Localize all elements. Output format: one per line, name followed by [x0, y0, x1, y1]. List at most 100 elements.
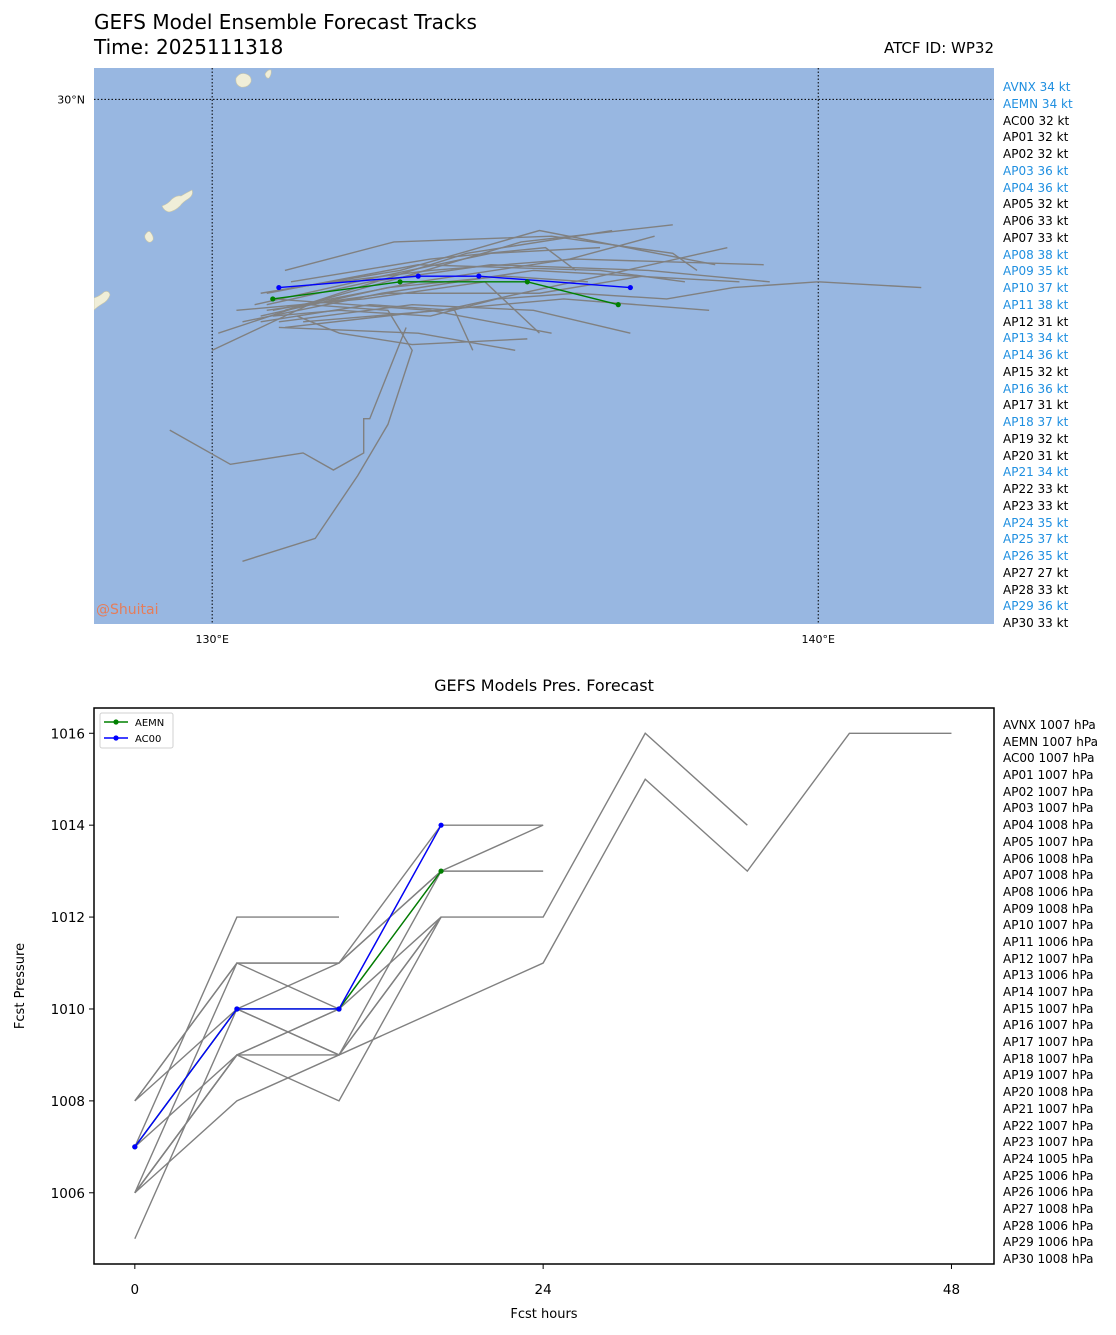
ensemble-track-line [290, 258, 764, 289]
pressure-legend-item: AP06 1008 hPa [1003, 851, 1094, 866]
land-layer [94, 69, 272, 311]
y-tick-label: 1010 [51, 1002, 85, 1018]
series-legend: AEMN AC00 [99, 712, 174, 749]
x-tick-label: 0 [131, 1282, 140, 1298]
map-title: GEFS Model Ensemble Forecast Tracks [94, 10, 477, 34]
pressure-legend-item: AP19 1007 hPa [1003, 1068, 1094, 1083]
intensity-legend-item: AP21 34 kt [1003, 465, 1069, 480]
intensity-legend-item: AP05 32 kt [1003, 197, 1069, 212]
y-tick-label: 1008 [51, 1094, 85, 1110]
pressure-series [132, 732, 952, 1240]
pressure-legend-item: AP09 1008 hPa [1003, 901, 1094, 916]
pressure-legend-item: AP17 1007 hPa [1003, 1035, 1094, 1050]
pressure-legend-item: AP11 1006 hPa [1003, 934, 1094, 949]
island-shape [94, 291, 111, 311]
y-tick-label: 1016 [51, 726, 85, 742]
intensity-legend-item: AP30 33 kt [1003, 616, 1069, 630]
pressure-legend-item: AP02 1007 hPa [1003, 784, 1094, 799]
intensity-legend-item: AP23 33 kt [1003, 498, 1069, 513]
pressure-legend-item: AP21 1007 hPa [1003, 1101, 1094, 1116]
intensity-legend-item: AP26 35 kt [1003, 549, 1069, 563]
pressure-legend-item: AP27 1008 hPa [1003, 1201, 1094, 1216]
intensity-legend-item: AP28 33 kt [1003, 582, 1069, 597]
intensity-legend-item: AVNX 34 kt [1003, 80, 1071, 94]
ensemble-track-line [278, 303, 631, 334]
ac00-pressure-point [132, 1144, 138, 1150]
ensemble-track-line [260, 303, 474, 351]
ensemble-tracks [169, 224, 922, 562]
ac00-track-point [415, 273, 421, 279]
pressure-legend-item: AP24 1005 hPa [1003, 1151, 1094, 1166]
time-label: Time: 2025111318 [94, 35, 284, 59]
legend-label: AEMN [135, 718, 164, 729]
pressure-legend-item: AP10 1007 hPa [1003, 918, 1094, 933]
intensity-legend-item: AP14 36 kt [1003, 348, 1069, 362]
intensity-legend-item: AP02 32 kt [1003, 147, 1069, 161]
ensemble-pressure-line [134, 870, 544, 1194]
aemn-track-point [397, 279, 403, 285]
ac00-pressure-point [336, 1006, 342, 1012]
pressure-legend-item: AP14 1007 hPa [1003, 985, 1094, 999]
track-map: 30°N 130°E 140°E [57, 68, 994, 646]
intensity-legend-item: AP24 35 kt [1003, 515, 1069, 530]
atcf-id-label: ATCF ID: WP32 [883, 39, 994, 57]
ac00-pressure-line [134, 824, 442, 1148]
x-tick-label: 24 [535, 1282, 552, 1298]
pressure-legend-item: AC00 1007 hPa [1003, 751, 1095, 766]
pressure-legend-item: AP05 1007 hPa [1003, 834, 1094, 849]
intensity-legend-item: AEMN 34 kt [1003, 96, 1073, 111]
legend-marker [113, 719, 119, 725]
pressure-legend-item: AP18 1007 hPa [1003, 1051, 1094, 1066]
intensity-legend: AVNX 34 kt AEMN 34 kt AC00 32 kt AP01 32 kt… [1003, 79, 1113, 632]
intensity-legend-item: AP04 36 kt [1003, 180, 1069, 195]
longitude-label: 140°E [802, 633, 835, 646]
pressure-legend-item: AP15 1007 hPa [1003, 1001, 1094, 1016]
intensity-legend-item: AP08 38 kt [1003, 247, 1069, 262]
intensity-legend-item: AP15 32 kt [1003, 364, 1069, 379]
map-gridlines [94, 68, 994, 624]
pressure-legend-item: AVNX 1007 hPa [1003, 718, 1096, 732]
y-axis-label: Fcst Pressure [13, 943, 28, 1029]
aemn-track-point [615, 302, 621, 308]
intensity-legend-item: AP07 33 kt [1003, 230, 1069, 245]
intensity-legend-item: AP16 36 kt [1003, 381, 1069, 396]
pressure-legend-item: AP23 1007 hPa [1003, 1135, 1094, 1150]
pressure-legend-item: AP22 1007 hPa [1003, 1118, 1094, 1133]
island-shape [235, 73, 252, 88]
ensemble-track-line [272, 235, 655, 312]
pressure-legend-item: AP20 1008 hPa [1003, 1085, 1094, 1100]
latitude-label: 30°N [57, 93, 85, 106]
pressure-legend-item: AP28 1006 hPa [1003, 1218, 1094, 1233]
ac00-track-point [627, 284, 633, 291]
pressure-legend-item: AP29 1006 hPa [1003, 1235, 1094, 1250]
legend-label: AC00 [135, 734, 161, 745]
intensity-legend-item: AP01 32 kt [1003, 130, 1069, 145]
ensemble-pressure-line [134, 916, 339, 1148]
y-tick-label: 1012 [51, 910, 85, 926]
intensity-legend-item: AP19 32 kt [1003, 431, 1069, 446]
intensity-legend-item: AP13 34 kt [1003, 331, 1069, 346]
y-tick-label: 1006 [51, 1186, 85, 1202]
ensemble-track-line [284, 235, 698, 272]
ensemble-pressure-line [134, 732, 748, 1194]
ocean-background [94, 68, 994, 624]
pressure-legend-item: AP13 1006 hPa [1003, 968, 1094, 983]
pressure-legend-item: AP08 1006 hPa [1003, 884, 1094, 899]
ac00-track-line [278, 275, 631, 289]
pressure-legend-item: AP12 1007 hPa [1003, 951, 1094, 966]
x-tick-label: 48 [943, 1282, 960, 1298]
island-shape [144, 231, 154, 243]
ac00-track-point [276, 284, 282, 291]
ensemble-track-line [284, 298, 710, 329]
intensity-legend-item: AP12 31 kt [1003, 314, 1069, 329]
pressure-legend-item: AP16 1007 hPa [1003, 1018, 1094, 1033]
intensity-legend-item: AP11 38 kt [1003, 297, 1069, 312]
pressure-legend-item: AP03 1007 hPa [1003, 801, 1094, 816]
pressure-chart: 1006 1008 1010 1012 1014 1016 0 24 48 Fcst hours F… [13, 707, 995, 1322]
intensity-legend-item: AP18 37 kt [1003, 415, 1069, 429]
ensemble-track-line [169, 327, 407, 471]
intensity-legend-item: AC00 32 kt [1003, 113, 1070, 128]
ensemble-track-line [266, 264, 770, 306]
intensity-legend-item: AP06 33 kt [1003, 214, 1069, 228]
